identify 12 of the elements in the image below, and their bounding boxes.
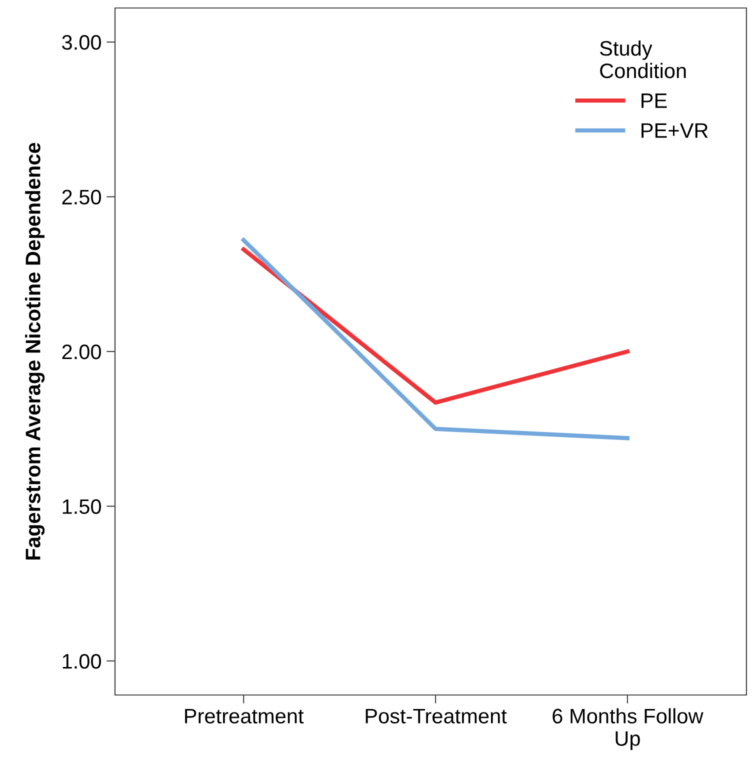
- y-tick-label: 2.00: [62, 344, 101, 360]
- legend-title: Study Condition: [600, 40, 686, 78]
- x-tick-label: Post-Treatment: [366, 708, 507, 724]
- y-axis-title: Fagerstrom Average Nicotine Dependence: [25, 142, 45, 560]
- x-tick-label: 6 Months Follow Up: [552, 708, 704, 750]
- x-tick-label: Pretreatment: [185, 708, 304, 724]
- legend-label: PE+VR: [642, 123, 708, 138]
- y-tick-label: 1.50: [62, 499, 101, 514]
- y-tick-label: 1.00: [62, 654, 101, 669]
- y-tick-label: 3.00: [62, 35, 101, 50]
- y-tick-label: 2.50: [62, 190, 101, 205]
- legend-label: PE: [642, 94, 667, 108]
